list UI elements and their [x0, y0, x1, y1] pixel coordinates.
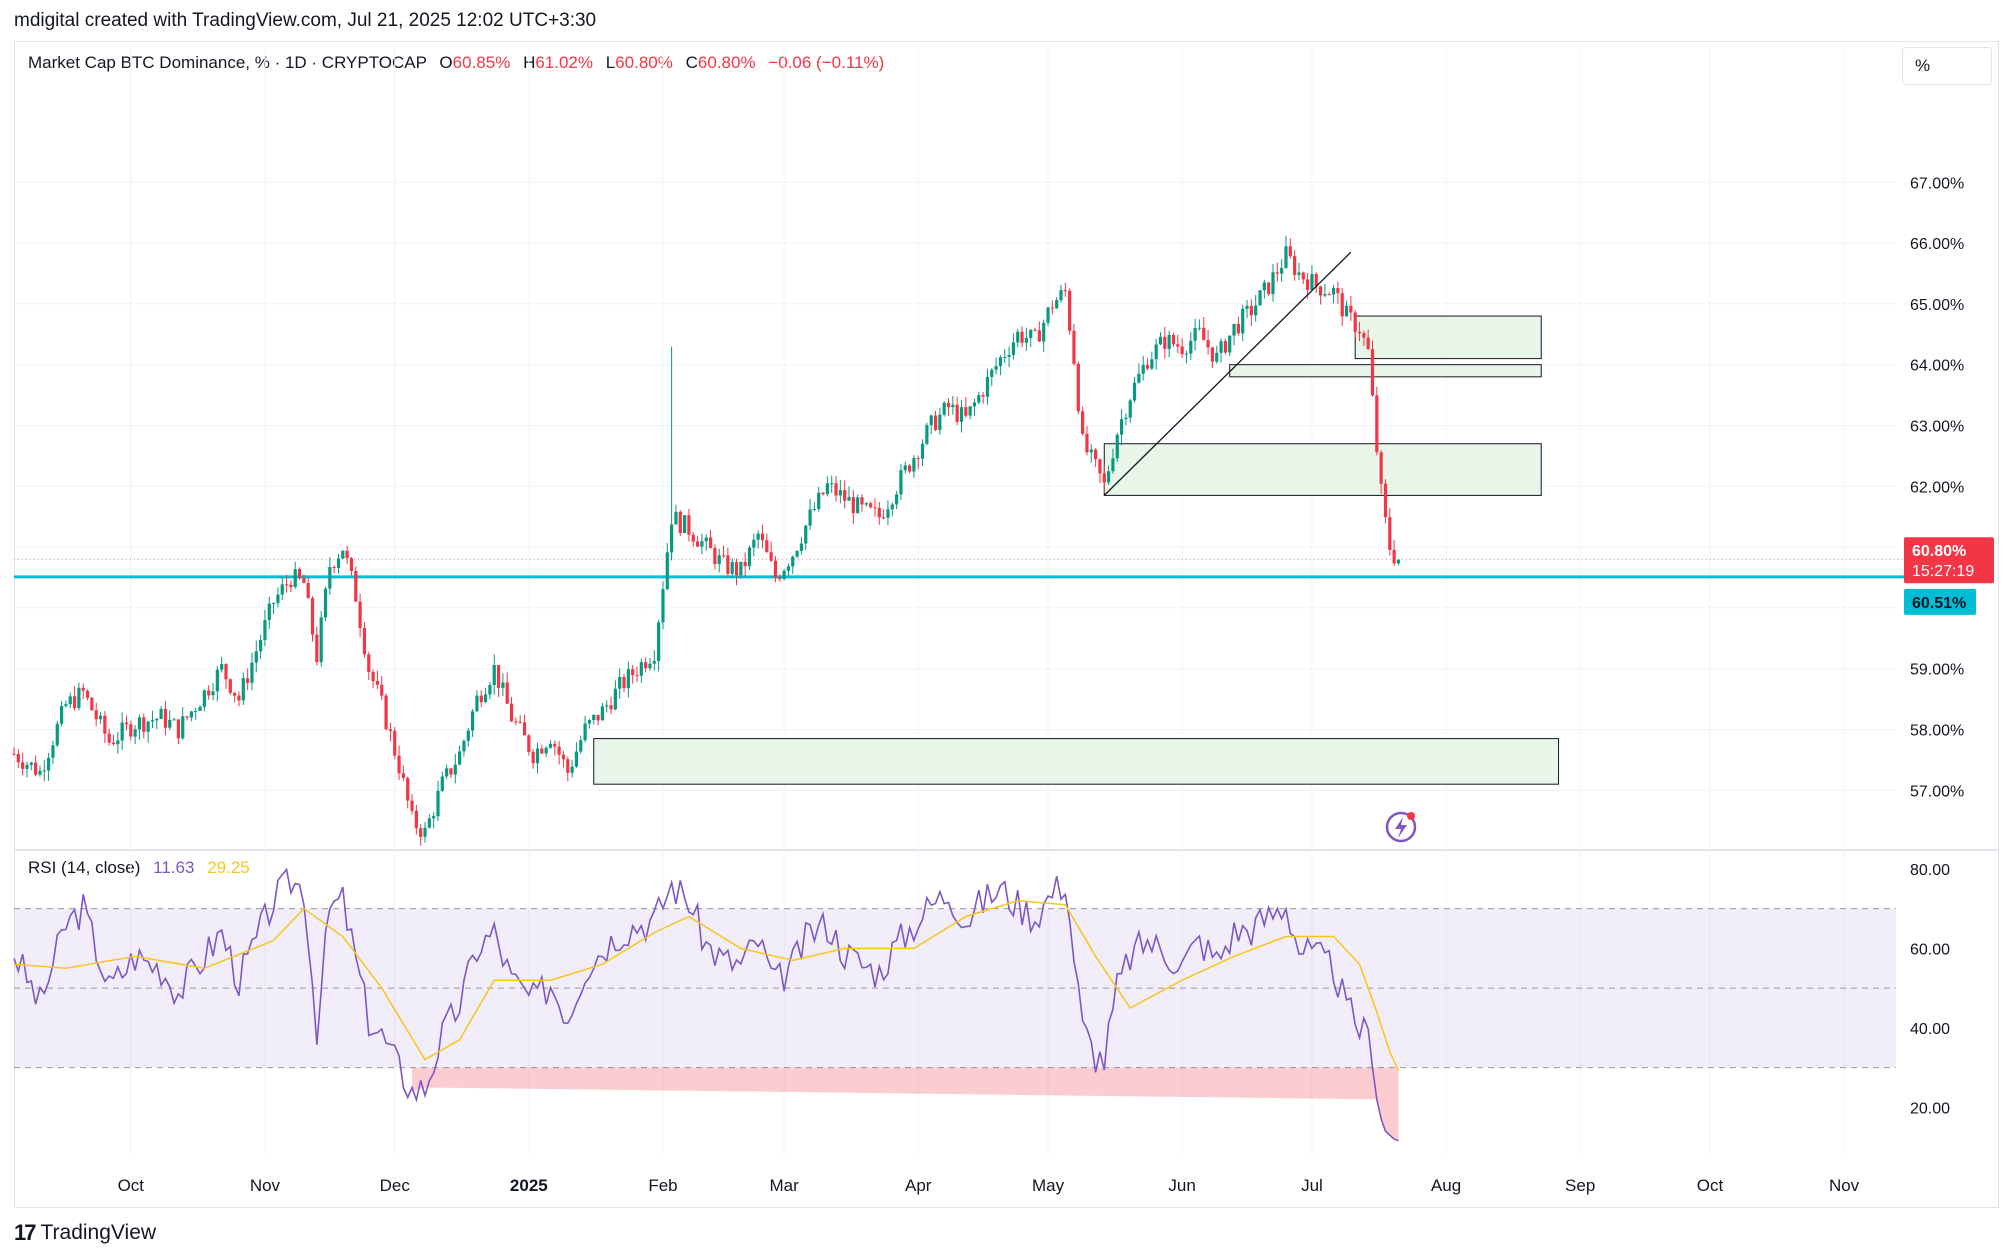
rsi-name[interactable]: RSI (14, close) [28, 858, 141, 877]
chart-frame [14, 41, 1999, 1208]
low-label: L [605, 53, 616, 72]
tradingview-logo[interactable]: 17 TradingView [14, 1220, 156, 1246]
main-legend: Market Cap BTC Dominance, % · 1D · CRYPT… [28, 53, 884, 73]
close-label: C [685, 53, 698, 72]
high-value: 61.02% [535, 53, 594, 72]
close-value: 60.80% [697, 53, 756, 72]
percent-scale-button[interactable]: % [1902, 47, 1992, 85]
change-value: −0.06 (−0.11%) [768, 53, 885, 72]
rsi-legend: RSI (14, close) 11.63 29.25 [28, 858, 250, 878]
open-label: O [439, 53, 453, 72]
rsi-value: 11.63 [153, 858, 195, 877]
tradingview-mark-icon: 17 [14, 1220, 37, 1245]
open-value: 60.85% [452, 53, 511, 72]
high-label: H [523, 53, 536, 72]
chart-header: mdigital created with TradingView.com, J… [14, 10, 597, 31]
symbol-label[interactable]: Market Cap BTC Dominance, % · 1D · CRYPT… [28, 53, 427, 72]
rsi-ma-value: 29.25 [207, 858, 250, 877]
tradingview-brand: TradingView [40, 1221, 157, 1244]
low-value: 60.80% [615, 53, 673, 72]
